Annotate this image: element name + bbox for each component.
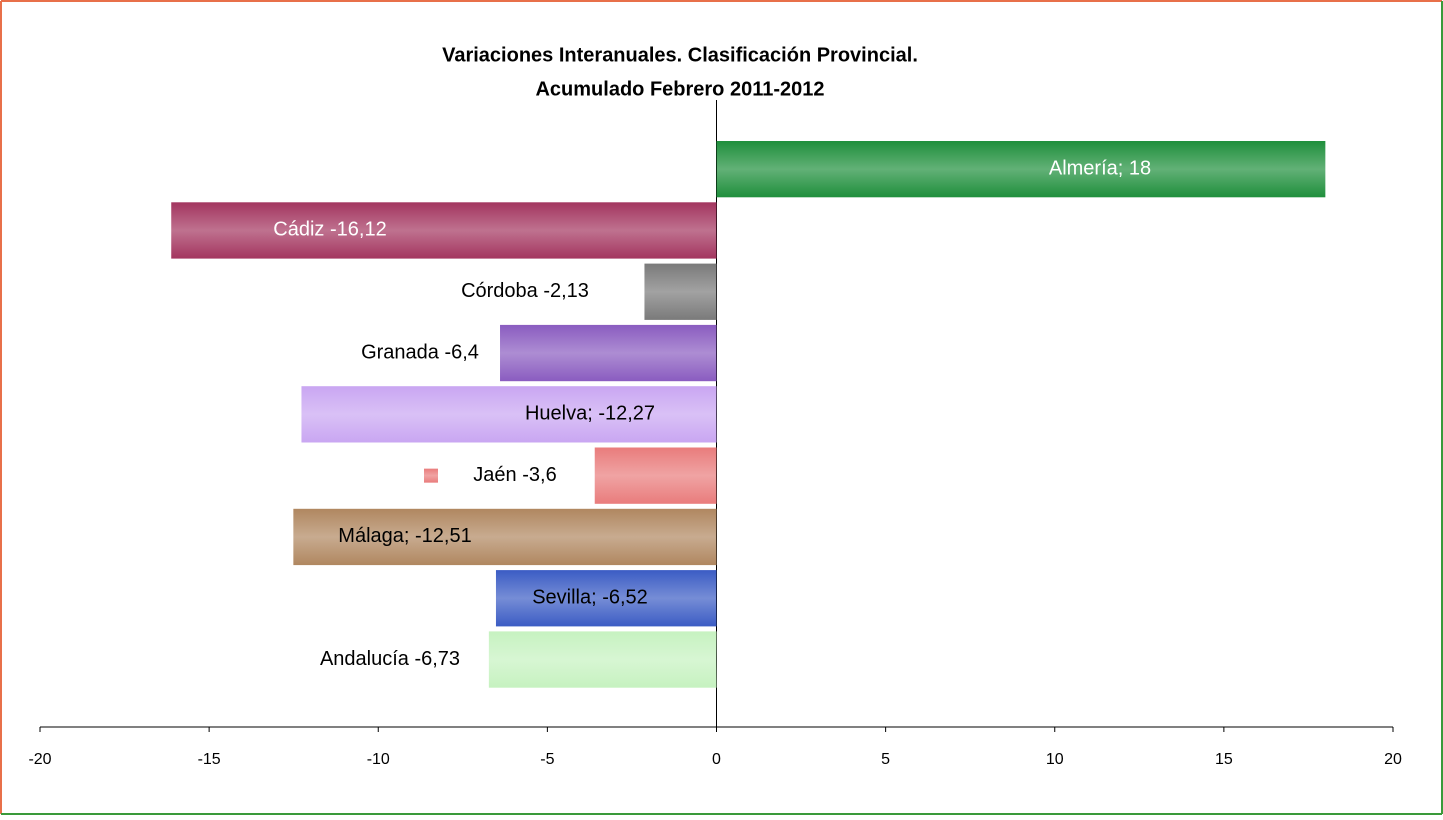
data-label: Huelva; -12,27 (525, 403, 655, 425)
bar (495, 570, 717, 627)
x-tick-label: 5 (881, 751, 890, 768)
bar (716, 141, 1326, 198)
data-label: Sevilla; -6,52 (532, 587, 648, 609)
x-tick-label: 20 (1384, 751, 1402, 768)
data-label: Jaén -3,6 (473, 464, 556, 486)
data-label: Almería; 18 (1049, 157, 1151, 179)
chart-title: Variaciones Interanuales. Clasificación … (442, 44, 918, 66)
x-tick-label: -20 (28, 751, 51, 768)
bar (644, 263, 717, 320)
bar (293, 508, 717, 566)
data-label: Córdoba -2,13 (461, 280, 589, 302)
bar (171, 202, 717, 259)
bar (500, 324, 717, 382)
data-label: Cádiz -16,12 (273, 219, 386, 241)
x-tick-label: 10 (1046, 751, 1064, 768)
data-label: Granada -6,4 (361, 341, 479, 363)
x-tick-label: 15 (1215, 751, 1233, 768)
x-tick-label: -15 (198, 751, 221, 768)
data-label: Málaga; -12,51 (338, 525, 471, 547)
bar (594, 447, 717, 504)
x-tick-label: -5 (540, 751, 554, 768)
x-tick-label: 0 (712, 751, 721, 768)
bar (488, 631, 717, 688)
x-tick-label: -10 (367, 751, 390, 768)
chart-title: Acumulado Febrero 2011-2012 (535, 78, 824, 100)
data-label: Andalucía -6,73 (320, 648, 460, 670)
legend-key (424, 468, 438, 483)
bar (301, 386, 717, 443)
